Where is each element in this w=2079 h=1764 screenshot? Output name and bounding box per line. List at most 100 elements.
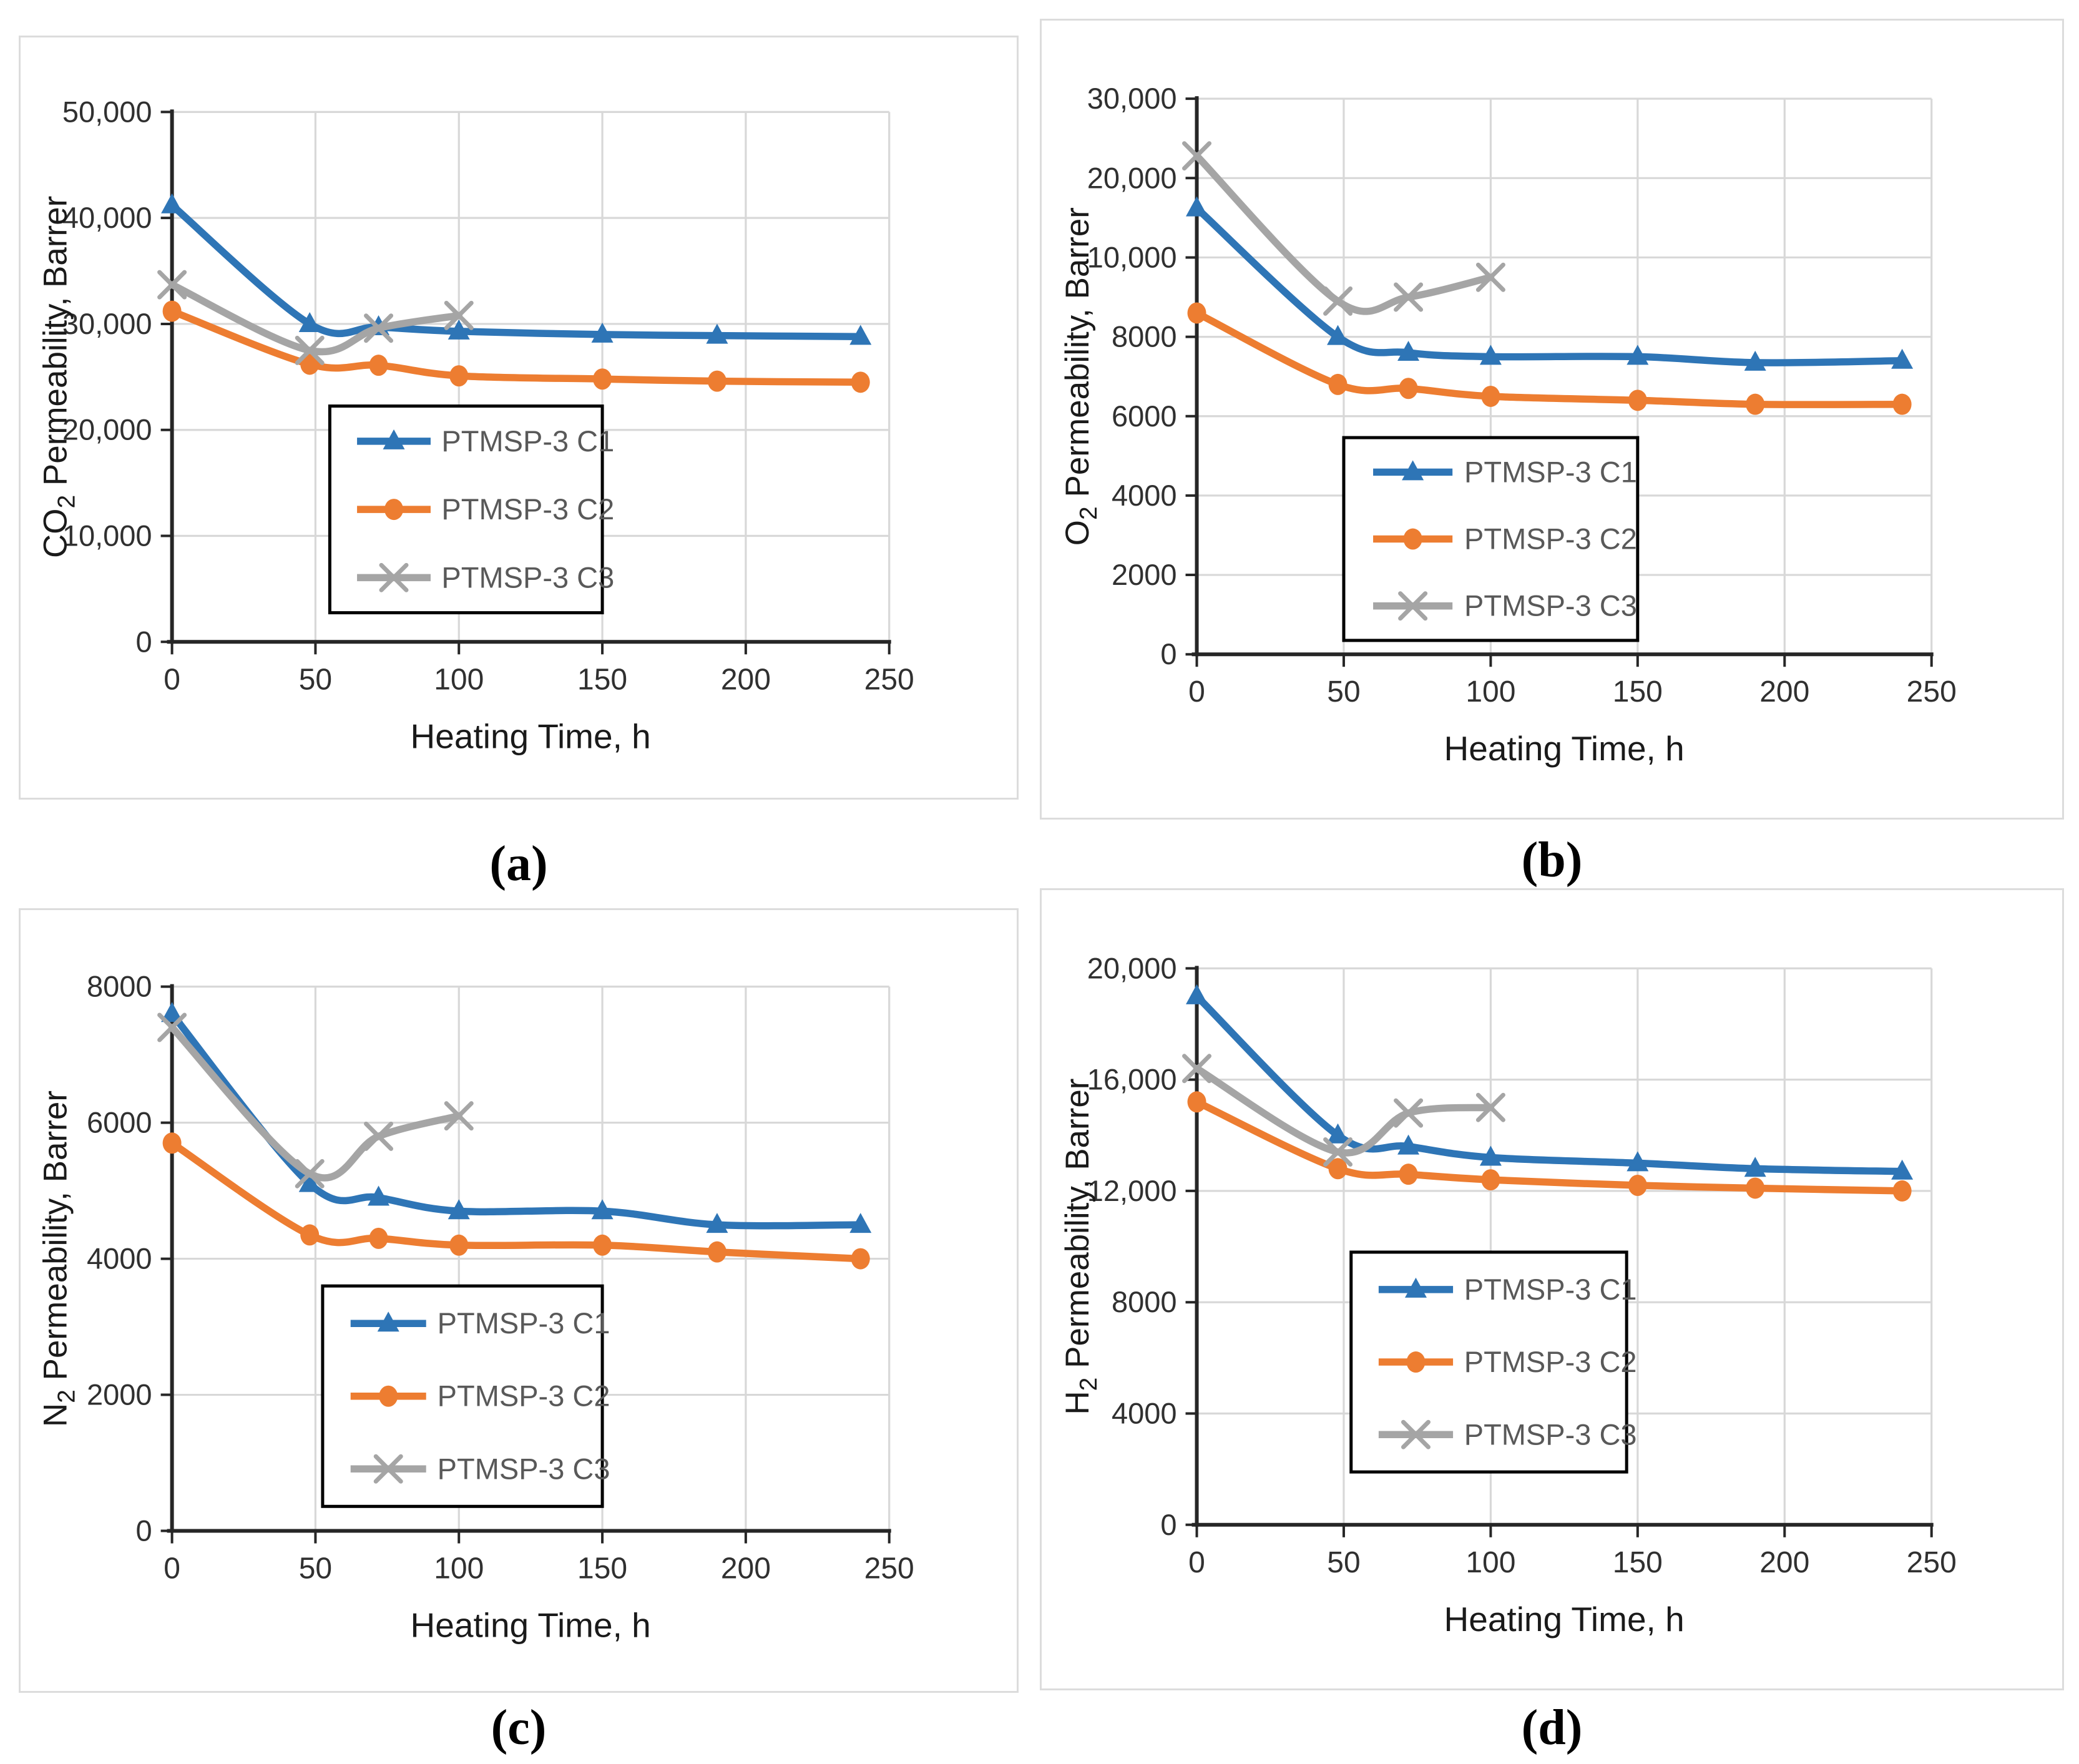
y-tick-label: 30,000 (1087, 82, 1177, 115)
triangle-marker (368, 1185, 390, 1206)
circle-marker (162, 1132, 182, 1154)
circle-marker (1746, 393, 1765, 415)
series-line-ptmsp-3-c3 (168, 1024, 462, 1182)
y-tick-label: 50,000 (62, 95, 152, 128)
y-tick-labels: 0 2000 4000 6000 8000 (87, 970, 152, 1547)
legend-entry-label: PTMSP-3 C3 (438, 1452, 610, 1485)
triangle-marker (377, 1311, 399, 1332)
legend-entry-label: PTMSP-3 C1 (441, 424, 614, 458)
series-line-ptmsp-3-c2 (1193, 1098, 1906, 1195)
y-tick-label: 6000 (1112, 399, 1177, 433)
tick-marks (1185, 967, 1933, 1537)
y-tick-labels: 0 4000 8000 12,000 16,000 20,000 (1087, 951, 1177, 1541)
x-marker (157, 270, 187, 300)
series-line-ptmsp-3-c3 (1193, 1065, 1495, 1157)
circle-marker (851, 371, 870, 393)
x-marker (373, 1454, 403, 1484)
x-tick-label: 150 (577, 663, 627, 696)
triangle-marker (591, 1199, 614, 1220)
y-tick-label: 10,000 (1087, 240, 1177, 273)
x-marker (379, 562, 409, 592)
y-tick-labels: 0 2000 4000 6000 8000 10,000 20,000 30,000 (1087, 82, 1177, 670)
x-tick-label: 200 (1759, 1546, 1809, 1579)
triangle-marker (1186, 984, 1208, 1004)
series-markers-ptmsp-3-c3 (157, 270, 474, 365)
y-tick-label: 0 (135, 625, 152, 658)
y-tick-label: 20,000 (1087, 161, 1177, 194)
circle-marker (1399, 378, 1418, 399)
triangle-marker (1397, 341, 1420, 361)
x-marker (1475, 262, 1505, 292)
x-axis-title: Heating Time, h (411, 1606, 651, 1645)
y-tick-label: 0 (135, 1514, 152, 1547)
caption-a: (a) (489, 836, 548, 891)
circle-marker (1892, 393, 1912, 415)
triangle-marker (383, 429, 405, 449)
x-tick-label: 250 (864, 1552, 914, 1585)
circle-marker (449, 365, 469, 387)
legend-entry-label: PTMSP-3 C3 (1464, 589, 1637, 622)
x-marker (1182, 141, 1212, 171)
circle-marker (1406, 1351, 1426, 1373)
y-axis-title: H2 Permeability, Barrer (1059, 1079, 1102, 1415)
circle-marker (162, 300, 182, 322)
series-line-ptmsp-3-c1 (1193, 204, 1906, 366)
x-marker (444, 300, 474, 330)
triangle-marker (1627, 345, 1649, 365)
n2-permeability-chart: 0 2000 4000 6000 8000 0 50 100 150 200 250 Heating … (37, 970, 914, 1645)
x-marker (157, 1012, 187, 1042)
x-tick-label: 200 (721, 663, 771, 696)
triangle-marker (849, 325, 872, 345)
x-marker (1182, 1054, 1212, 1084)
triangle-marker (1891, 1159, 1914, 1180)
x-tick-label: 100 (434, 1552, 484, 1585)
legend-entry-label: PTMSP-3 C2 (438, 1379, 610, 1413)
x-marker (1394, 1098, 1424, 1128)
panel-h2-chart: 0 4000 8000 12,000 16,000 20,000 0 50 100 150 200 2… (1040, 888, 2064, 1690)
series-line-ptmsp-3-c2 (168, 1139, 864, 1263)
series-markers-ptmsp-3-c3 (1182, 1054, 1505, 1167)
x-tick-label: 250 (1907, 675, 1957, 708)
x-marker (1398, 591, 1428, 621)
x-tick-label: 100 (434, 663, 484, 696)
y-tick-label: 12,000 (1087, 1174, 1177, 1207)
x-tick-label: 150 (577, 1552, 627, 1585)
y-tick-label: 20,000 (1087, 951, 1177, 984)
series-markers-ptmsp-3-c1 (161, 1002, 872, 1233)
circle-marker (1628, 390, 1647, 411)
co2-permeability-chart: 0 10,000 20,000 30,000 40,000 50,000 0 50 100 150… (37, 95, 914, 755)
x-tick-label: 250 (1907, 1546, 1957, 1579)
axes (1191, 96, 1934, 657)
y-tick-label: 6000 (87, 1106, 152, 1139)
circle-marker (1481, 1169, 1500, 1191)
y-tick-label: 10,000 (62, 519, 152, 552)
x-tick-label: 50 (299, 1552, 332, 1585)
y-axis-title: O2 Permeability, Barrer (1059, 207, 1102, 546)
y-tick-label: 4000 (1112, 479, 1177, 512)
series-markers-ptmsp-3-c2 (1187, 1091, 1912, 1202)
x-tick-labels: 0 50 100 150 200 250 (164, 663, 914, 696)
x-tick-label: 250 (864, 663, 914, 696)
legend-entry-label: PTMSP-3 C1 (1464, 1273, 1637, 1306)
circle-marker (1187, 302, 1206, 324)
x-marker (295, 335, 325, 365)
series-markers-ptmsp-3-c1 (1186, 984, 1914, 1180)
x-tick-labels: 0 50 100 150 200 250 (1188, 1546, 1957, 1579)
triangle-marker (161, 1002, 183, 1022)
legend: PTMSP-3 C1 PTMSP-3 C2 PTMSP-3 C3 (321, 1284, 610, 1508)
x-marker (444, 1101, 474, 1131)
series-markers-ptmsp-3-c2 (162, 1132, 870, 1270)
y-axis-title: CO2 Permeability, Barrer (37, 196, 80, 558)
circle-marker (1481, 385, 1500, 407)
triangle-marker (1402, 460, 1424, 481)
y-tick-label: 0 (1160, 637, 1176, 670)
circle-marker (1328, 373, 1348, 395)
x-tick-label: 0 (164, 663, 180, 696)
triangle-marker (298, 1172, 321, 1192)
circle-marker (1628, 1175, 1647, 1197)
x-tick-labels: 0 50 100 150 200 250 (1188, 675, 1957, 708)
triangle-marker (706, 323, 728, 344)
tick-marks (160, 110, 891, 655)
x-axis-title: Heating Time, h (411, 717, 651, 755)
